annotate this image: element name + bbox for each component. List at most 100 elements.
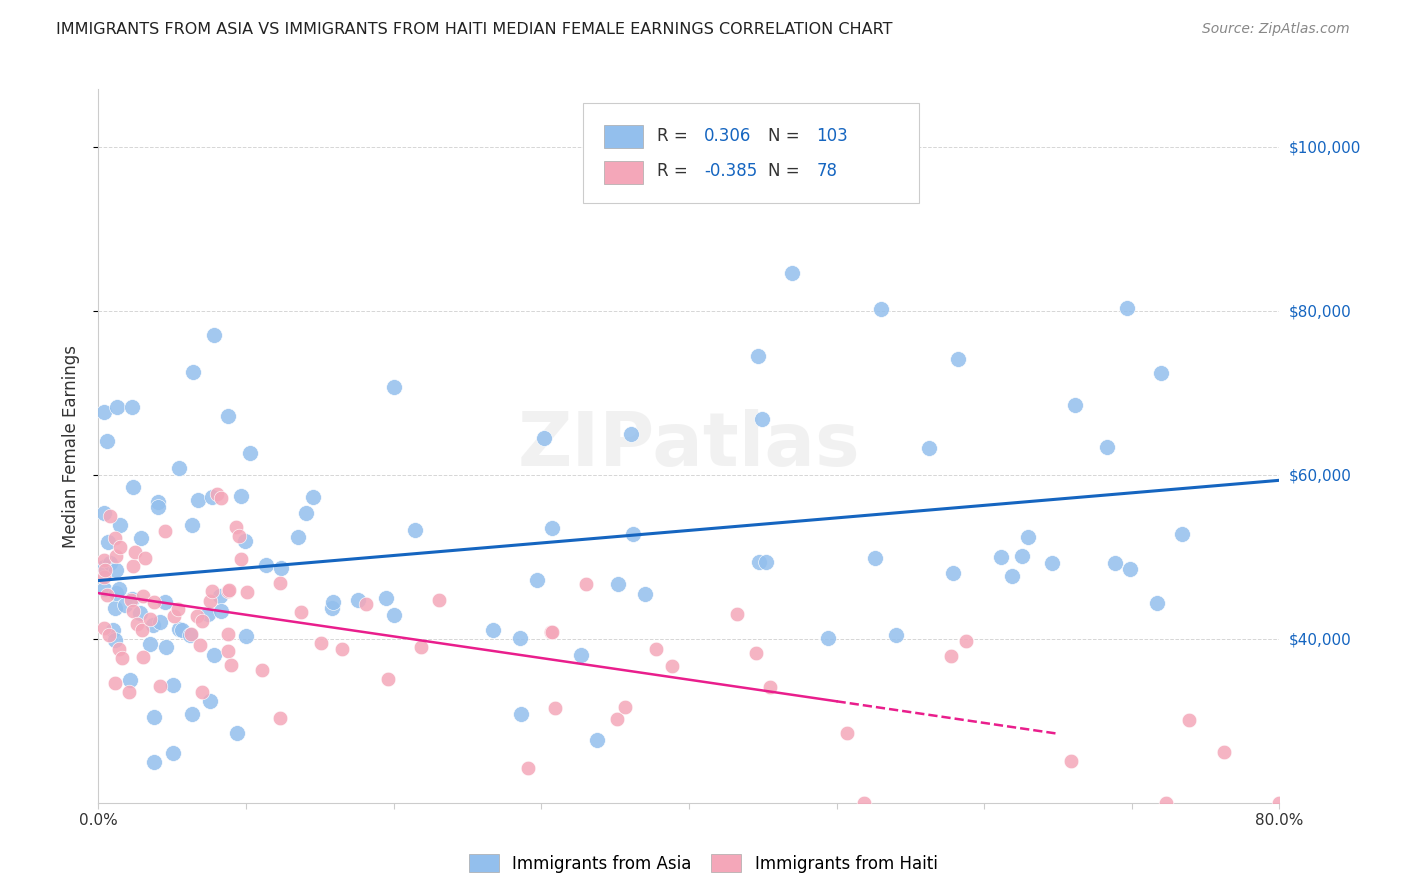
Legend: Immigrants from Asia, Immigrants from Haiti: Immigrants from Asia, Immigrants from Ha… <box>463 847 943 880</box>
Point <box>198 594 221 608</box>
Point <box>122 604 145 618</box>
Point <box>751 412 773 426</box>
Point <box>748 555 770 569</box>
Point <box>941 566 963 581</box>
Point <box>181 707 204 722</box>
Point <box>181 517 204 532</box>
Point <box>201 583 224 598</box>
Point <box>1060 754 1083 768</box>
Point <box>1115 301 1137 315</box>
Point <box>865 551 887 566</box>
Text: Source: ZipAtlas.com: Source: ZipAtlas.com <box>1202 22 1350 37</box>
Point <box>321 601 343 615</box>
Point <box>586 732 609 747</box>
Point <box>101 623 124 637</box>
Point <box>1146 595 1168 609</box>
Point <box>427 593 450 607</box>
Point <box>955 633 977 648</box>
Point <box>1150 366 1173 380</box>
Point <box>354 597 377 611</box>
Point <box>346 593 368 607</box>
Point <box>294 506 316 520</box>
Point <box>1119 562 1142 576</box>
Point <box>621 527 644 541</box>
Point <box>228 529 250 543</box>
Point <box>1011 549 1033 563</box>
Point <box>205 487 228 501</box>
Point <box>1154 796 1177 810</box>
Point <box>131 531 153 545</box>
Point <box>309 636 332 650</box>
Point <box>384 607 406 622</box>
Point <box>181 366 204 380</box>
Text: 103: 103 <box>817 127 848 145</box>
Point <box>120 593 142 607</box>
Point <box>93 621 115 635</box>
Point <box>569 648 592 662</box>
Point <box>634 586 657 600</box>
Point <box>108 642 131 657</box>
Point <box>526 573 548 587</box>
Point <box>990 550 1012 565</box>
Point <box>606 577 628 591</box>
Point <box>155 524 177 538</box>
Point <box>217 627 239 641</box>
Point <box>886 628 908 642</box>
Point <box>97 628 120 642</box>
Point <box>93 506 115 520</box>
Point <box>188 639 211 653</box>
Point <box>613 700 636 714</box>
Point <box>332 641 354 656</box>
Point <box>153 595 176 609</box>
Point <box>202 327 225 342</box>
Point <box>129 606 152 620</box>
Point <box>533 431 555 445</box>
Point <box>118 673 141 687</box>
Point <box>780 266 803 280</box>
Point <box>104 586 127 600</box>
Point <box>200 693 222 707</box>
Point <box>146 494 169 508</box>
Point <box>382 380 405 394</box>
FancyBboxPatch shape <box>605 161 643 184</box>
Point <box>127 617 149 632</box>
Point <box>644 642 666 657</box>
Point <box>870 301 893 316</box>
Point <box>124 545 146 559</box>
Point <box>143 755 166 769</box>
Point <box>202 648 225 662</box>
Point <box>143 709 166 723</box>
Point <box>93 560 115 574</box>
Point <box>107 582 129 597</box>
Point <box>121 400 143 414</box>
Point <box>238 446 260 460</box>
Point <box>219 658 242 673</box>
Point <box>122 558 145 573</box>
Point <box>269 711 291 725</box>
Point <box>179 627 201 641</box>
Point <box>1178 713 1201 727</box>
Point <box>97 534 120 549</box>
Point <box>620 427 643 442</box>
Point <box>404 523 426 537</box>
Point <box>209 491 232 505</box>
Point <box>217 583 239 598</box>
Point <box>1171 527 1194 541</box>
Point <box>287 530 309 544</box>
Point <box>170 624 193 638</box>
Point <box>197 607 219 622</box>
Point <box>301 491 323 505</box>
Point <box>225 520 247 534</box>
Point <box>132 589 155 603</box>
Text: -0.385: -0.385 <box>704 162 758 180</box>
Point <box>290 606 312 620</box>
Point <box>540 624 562 639</box>
Text: ZIPatlas: ZIPatlas <box>517 409 860 483</box>
FancyBboxPatch shape <box>605 125 643 148</box>
Point <box>1017 530 1039 544</box>
Point <box>1213 745 1236 759</box>
Point <box>93 563 115 577</box>
Point <box>201 491 224 505</box>
Point <box>744 646 766 660</box>
Point <box>93 582 115 596</box>
